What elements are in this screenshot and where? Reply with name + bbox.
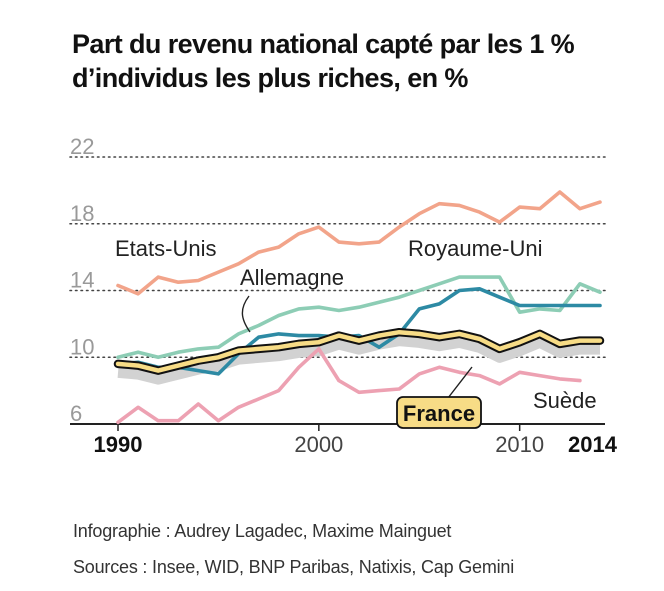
y-tick-label-22: 22 [70, 134, 94, 159]
chart-title-line1: Part du revenu national capté par les 1 … [72, 29, 575, 59]
allemagne-leader-line [241, 295, 251, 333]
label-suede: Suède [533, 388, 597, 413]
y-tick-label-6: 6 [70, 401, 82, 426]
series-line-allemagne [116, 286, 602, 376]
x-tick-label-2010: 2010 [495, 432, 544, 457]
label-leader-lines [241, 295, 473, 399]
france-leader-line [447, 366, 473, 399]
grid-lines [69, 156, 606, 425]
label-etats-unis: Etats-Unis [115, 236, 216, 261]
series-line-su-de [116, 347, 582, 425]
label-royaume-uni: Royaume-Uni [408, 236, 543, 261]
chart-title-line2: d’individus les plus riches, en % [72, 63, 468, 93]
x-tick-label-2014: 2014 [568, 432, 618, 457]
chart-title: Part du revenu national capté par les 1 … [72, 27, 652, 95]
series-lines [113, 190, 605, 425]
x-tick-label-2000: 2000 [294, 432, 343, 457]
label-allemagne: Allemagne [240, 265, 344, 290]
line-chart: 22 18 14 10 6 1990 2000 2010 2014 Etats-Unis Roy… [69, 134, 618, 457]
y-tick-label-18: 18 [70, 201, 94, 226]
y-tick-label-14: 14 [70, 268, 94, 293]
series-labels: Etats-Unis Royaume-Uni Allemagne Suède Franc… [115, 236, 597, 429]
credit-sources: Sources : Insee, WID, BNP Paribas, Natix… [73, 557, 515, 577]
x-axis-ticks: 1990 2000 2010 2014 [94, 424, 618, 457]
label-france: France [403, 401, 475, 426]
x-tick-label-1990: 1990 [94, 432, 143, 457]
france-callout-box [396, 396, 482, 429]
y-axis-ticks: 22 18 14 10 6 [70, 134, 94, 426]
y-tick-label-10: 10 [70, 334, 94, 359]
series-line-france [115, 329, 603, 373]
series-line-etats-unis [116, 190, 602, 296]
series-line-royaume-uni [116, 275, 602, 360]
credit-infographie: Infographie : Audrey Lagadec, Maxime Mai… [73, 521, 452, 541]
